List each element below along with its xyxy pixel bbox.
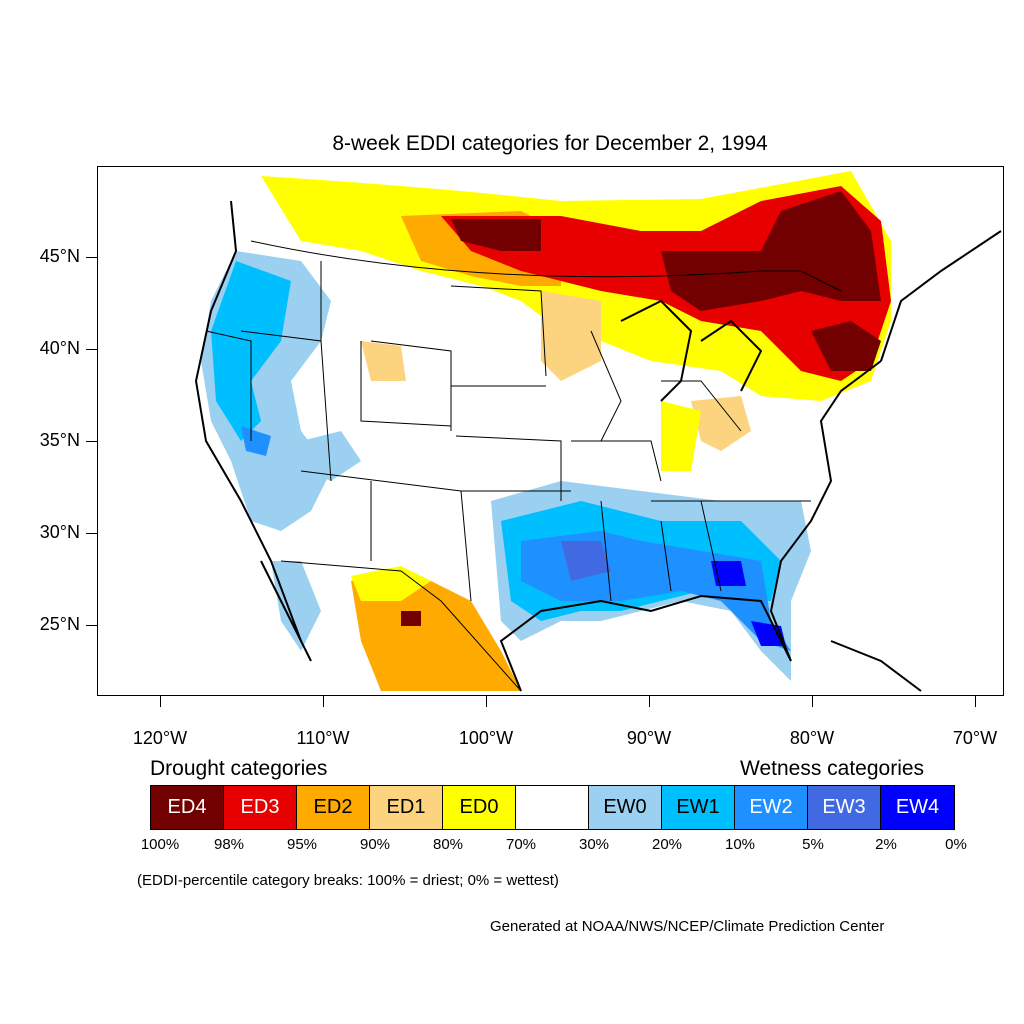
legend-label: EW3 [822,796,866,818]
break-label: 5% [802,836,824,853]
legend-box-ew4: EW4 [881,786,954,829]
legend-box-ed4: ED4 [151,786,224,829]
legend-box-ew0: EW0 [589,786,662,829]
lat-tick [86,533,97,534]
lon-tick [486,696,487,707]
legend-box-ew1: EW1 [662,786,735,829]
legend-label: ED3 [240,796,280,818]
lat-label-40: 40°N [39,338,80,358]
legend-label: ED1 [386,796,426,818]
break-label: 70% [505,836,537,853]
legend-box-ed0: ED0 [443,786,516,829]
lat-tick [86,257,97,258]
break-label: 0% [945,836,967,853]
lon-tick [649,696,650,707]
lat-tick [86,349,97,350]
boundaries [205,240,842,692]
legend-box-neutral [516,786,589,829]
eddi-map [191,171,1002,695]
coastlines [194,200,1002,692]
legend-box-ed2: ED2 [297,786,370,829]
lon-tick [812,696,813,707]
lat-tick [86,625,97,626]
break-label: 10% [724,836,756,853]
lat-label-45: 45°N [39,246,80,266]
lat-label-35: 35°N [39,430,80,450]
legend-box-ed3: ED3 [224,786,297,829]
legend-label: ED2 [313,796,353,818]
lon-tick [323,696,324,707]
legend-label: EW2 [749,796,793,818]
category-note: (EDDI-percentile category breaks: 100% =… [137,872,559,889]
lat-label-25: 25°N [39,614,80,634]
legend-label: ED0 [459,796,499,818]
lat-label-30: 30°N [39,522,80,542]
lon-label-70: 70°W [952,728,998,748]
legend-label: EW0 [603,796,647,818]
lon-label-110: 110°W [296,728,350,748]
lon-tick [975,696,976,707]
break-label: 98% [213,836,245,853]
break-label: 100% [140,836,180,853]
lat-tick [86,441,97,442]
break-label: 80% [432,836,464,853]
lon-label-120: 120°W [132,728,188,748]
break-label: 30% [578,836,610,853]
legend-label: ED4 [167,796,207,818]
drought-heading: Drought categories [150,757,328,780]
lon-tick [160,696,161,707]
map-panel [97,166,1004,696]
legend-box-ew2: EW2 [735,786,808,829]
legend-label: EW1 [676,796,720,818]
break-label: 90% [359,836,391,853]
break-label: 95% [286,836,318,853]
lon-label-80: 80°W [789,728,835,748]
lon-label-90: 90°W [626,728,672,748]
wetness-heading: Wetness categories [740,757,925,780]
legend-bar: ED4 ED3 ED2 ED1 ED0 EW0 EW1 EW2 EW3 EW4 [150,785,955,830]
legend-label: EW4 [895,796,940,818]
break-label: 20% [651,836,683,853]
credit-line: Generated at NOAA/NWS/NCEP/Climate Predi… [490,918,885,935]
map-title: 8-week EDDI categories for December 2, 1… [332,132,768,155]
legend-box-ew3: EW3 [808,786,881,829]
lon-label-100: 100°W [458,728,514,748]
break-label: 2% [875,836,897,853]
legend-box-ed1: ED1 [370,786,443,829]
